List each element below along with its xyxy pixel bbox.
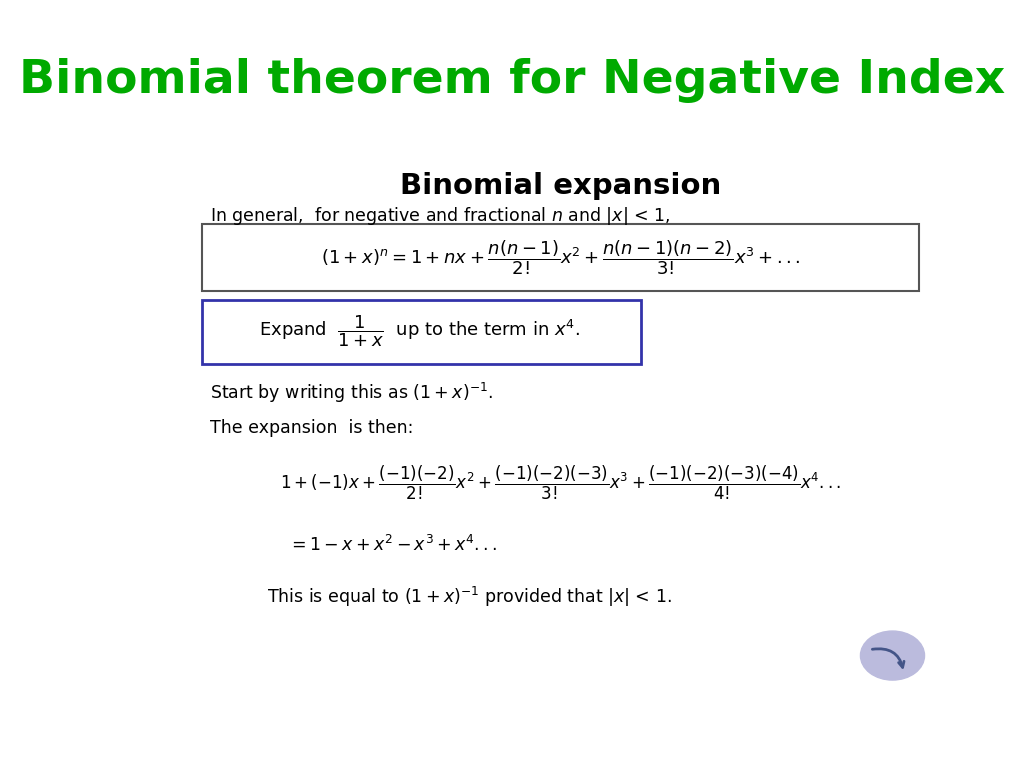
Text: $= 1 - x + x^2 - x^3 + x^4...$: $= 1 - x + x^2 - x^3 + x^4...$ — [288, 535, 498, 554]
FancyBboxPatch shape — [202, 223, 920, 291]
Text: In general,  for negative and fractional $n$ and $|x|$ < 1,: In general, for negative and fractional … — [210, 205, 670, 227]
Text: $1+ (-1)x + \dfrac{(-1)(-2)}{2!}x^2 + \dfrac{(-1)(-2)(-3)}{3!}x^3 + \dfrac{(-1)(: $1+ (-1)x + \dfrac{(-1)(-2)}{2!}x^2 + \d… — [280, 465, 842, 502]
Text: Expand  $\dfrac{1}{1+x}$  up to the term in $x^4$.: Expand $\dfrac{1}{1+x}$ up to the term i… — [259, 314, 580, 349]
Text: This is equal to $(1 + x)^{-1}$ provided that $|x|$ < 1.: This is equal to $(1 + x)^{-1}$ provided… — [266, 585, 672, 609]
Text: Start by writing this as $(1 + x)^{-1}$.: Start by writing this as $(1 + x)^{-1}$. — [210, 381, 493, 405]
Text: $(1+x)^{n} = 1+ nx + \dfrac{n(n-1)}{2!}x^2 + \dfrac{n(n-1)(n-2)}{3!}x^3 + ...$: $(1+x)^{n} = 1+ nx + \dfrac{n(n-1)}{2!}x… — [321, 238, 801, 276]
Circle shape — [860, 631, 925, 680]
Text: Binomial theorem for Negative Index: Binomial theorem for Negative Index — [18, 58, 1006, 103]
Text: The expansion  is then:: The expansion is then: — [210, 419, 413, 437]
Text: Binomial expansion: Binomial expansion — [400, 172, 721, 200]
FancyBboxPatch shape — [202, 300, 641, 364]
